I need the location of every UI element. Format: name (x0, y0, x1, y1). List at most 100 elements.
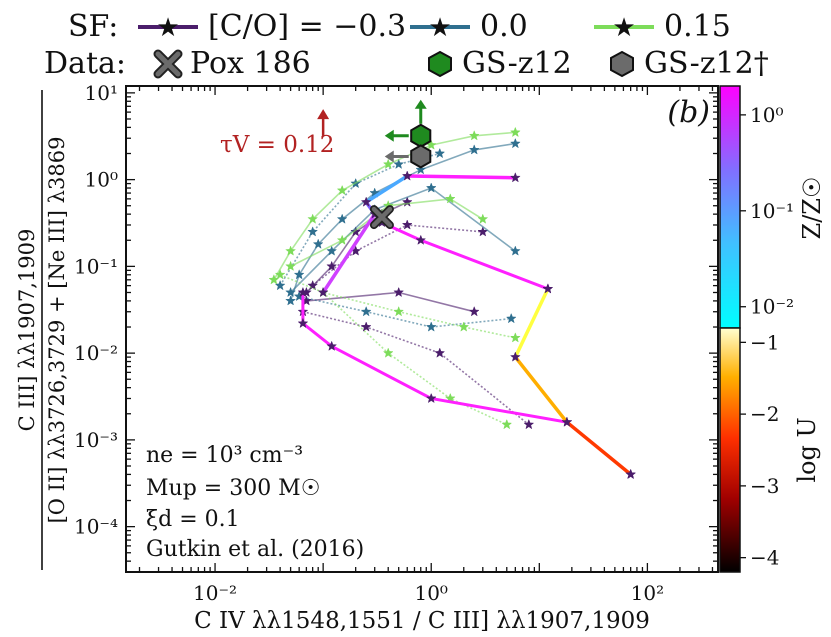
series-point-2-2-3 (444, 193, 456, 204)
star-icon: ★ (428, 13, 451, 43)
series-point-1-0-2 (312, 238, 324, 249)
legend-data-label-1: Pox 186 (190, 46, 311, 81)
metallicity-track-point-0-0 (297, 286, 309, 298)
series-point-0-0-1 (326, 260, 338, 271)
upper-limit-arrowhead-left-1 (384, 129, 394, 142)
legend-data-entry-pox186: Pox 186 (153, 46, 311, 81)
hexagon-icon (610, 50, 634, 78)
z-cbar-tick-label-0: 10⁰ (750, 103, 783, 127)
series-point-2-1-4 (509, 332, 521, 343)
series-line-1-0 (289, 142, 516, 302)
y-tick-label-5: 10⁻⁴ (74, 515, 118, 539)
series-point-2-0-0 (268, 274, 280, 285)
param-xid: ξd = 0.1 (146, 507, 240, 532)
series-point-1-1-1 (360, 305, 372, 317)
series-point-1-0-3 (336, 213, 348, 224)
colorbar-z-label: Z/Z☉ (798, 177, 826, 240)
series-point-0-0-2 (350, 226, 362, 237)
y-tick-label-0: 10¹ (85, 81, 118, 105)
series-point-1-3-3 (393, 158, 405, 169)
series-point-2-2-1 (336, 234, 348, 245)
series-point-2-2-0 (285, 260, 297, 271)
series-point-0-2-1 (393, 286, 405, 298)
series-point-1-0-0 (285, 295, 297, 306)
colorbar-logu-label: log U (793, 417, 821, 482)
observation-hexagon-1 (410, 123, 432, 148)
z-track-point-4 (317, 286, 329, 298)
legend-data-entry-gsz12-dagger: GS-z12† (610, 46, 769, 81)
series-point-0-1-1 (360, 321, 372, 332)
legend-data-prefix: Data: (44, 46, 126, 81)
y-axis-label: C III] λλ1907,1909 [O II] λλ3726,3729 + … (15, 90, 69, 570)
series-point-2-3-3 (501, 418, 513, 430)
plot-frame (125, 85, 719, 573)
series-point-1-2-1 (326, 245, 338, 256)
z-track-segment-0 (407, 174, 516, 180)
legend: SF: Data: ★ [C/O] = −0.3 ★ 0.0 ★ 0.15 Po… (44, 9, 769, 81)
legend-sf-entry-co-neg03: ★ [C/O] = −0.3 (138, 9, 406, 44)
logu-track-point-2 (509, 351, 521, 362)
series-point-2-0-6 (468, 130, 480, 141)
logu-track-segment-0 (565, 420, 632, 476)
series-line-1-1 (299, 295, 512, 328)
series-point-2-0-4 (382, 158, 394, 169)
series-point-0-1-3 (523, 418, 535, 430)
legend-sf-entry-co-00: ★ 0.0 (410, 9, 528, 44)
logu-track-segment-2 (513, 288, 550, 358)
y-axis-label-numerator: C III] λλ1907,1909 (15, 229, 39, 432)
z-cbar-tick-label-2: 10⁻² (750, 295, 794, 319)
series-point-0-2-2 (468, 305, 480, 317)
legend-data-label-2: GS-z12 (462, 46, 572, 81)
series-line-2-0 (273, 131, 516, 281)
u-cbar-tick-label-1: −2 (750, 402, 779, 426)
colorbar-ticks: 10⁰ 10⁻¹ 10⁻² −1 −2 −3 −4 (740, 103, 794, 570)
series-point-0-3-0 (307, 279, 319, 291)
x-axis-label: C IV λλ1548,1551 / C III] λλ1907,1909 (194, 608, 650, 634)
series-point-0-1-2 (434, 347, 446, 358)
param-reference: Gutkin et al. (2016) (146, 537, 364, 562)
series-point-1-2-0 (285, 286, 297, 298)
star-icon: ★ (612, 13, 635, 43)
series-point-2-0-1 (285, 245, 297, 256)
colorbar-logu (719, 327, 741, 573)
logu-track-point-1 (561, 416, 573, 427)
metallicity-track-point-0-2 (326, 340, 338, 351)
series-point-1-1-3 (505, 312, 517, 324)
z-track-point-2 (360, 196, 372, 207)
parameter-box: ne = 10³ cm⁻³ Mup = 300 M☉ ξd = 0.1 Gutk… (146, 443, 364, 562)
hexagon-icon (428, 50, 452, 78)
z-cbar-tick-label-1: 10⁻¹ (750, 199, 794, 223)
series-line-0-0 (305, 201, 408, 294)
u-cbar-tick-label-0: −1 (750, 330, 779, 354)
legend-data-entry-gsz12: GS-z12 (428, 46, 572, 81)
series-point-1-0-1 (293, 269, 305, 280)
metallicity-track-point-0-1 (297, 317, 309, 329)
y-tick-label-2: 10⁻¹ (74, 254, 118, 278)
logu-track-point-3 (542, 283, 554, 294)
observation-pox186-marker (369, 205, 394, 230)
logu-track-point-0 (625, 468, 637, 480)
x-tick-label-0: 10⁻² (193, 581, 237, 605)
series-point-1-3-4 (434, 147, 446, 159)
y-tick-label-3: 10⁻² (74, 341, 118, 365)
metallicity-track-0 (301, 292, 632, 476)
y-axis: 10¹ 10⁰ 10⁻¹ 10⁻² 10⁻³ 10⁻⁴ (74, 81, 718, 573)
series-point-1-3-1 (307, 226, 319, 237)
metallicity-track-1 (381, 221, 549, 291)
tau-arrow-head (317, 109, 330, 120)
upper-limit-arrowhead-left-2 (384, 150, 394, 163)
series-point-2-1-3 (458, 321, 470, 332)
series-point-1-0-7 (509, 137, 521, 149)
legend-sf-label-2: 0.0 (480, 9, 528, 44)
series-point-2-2-4 (477, 213, 489, 224)
z-track-point-1 (401, 170, 413, 181)
param-mup: Mup = 300 M☉ (146, 476, 320, 501)
x-tick-label-1: 10⁰ (414, 581, 447, 605)
z-track-point-0 (509, 172, 521, 183)
x-axis: 10⁻² 10⁰ 10² (138, 86, 714, 605)
series-point-1-0-5 (415, 163, 427, 175)
observation-hexagon-2 (410, 144, 432, 169)
legend-sf-label-1: [C/O] = −0.3 (208, 9, 406, 44)
x-icon-fill (371, 206, 393, 228)
